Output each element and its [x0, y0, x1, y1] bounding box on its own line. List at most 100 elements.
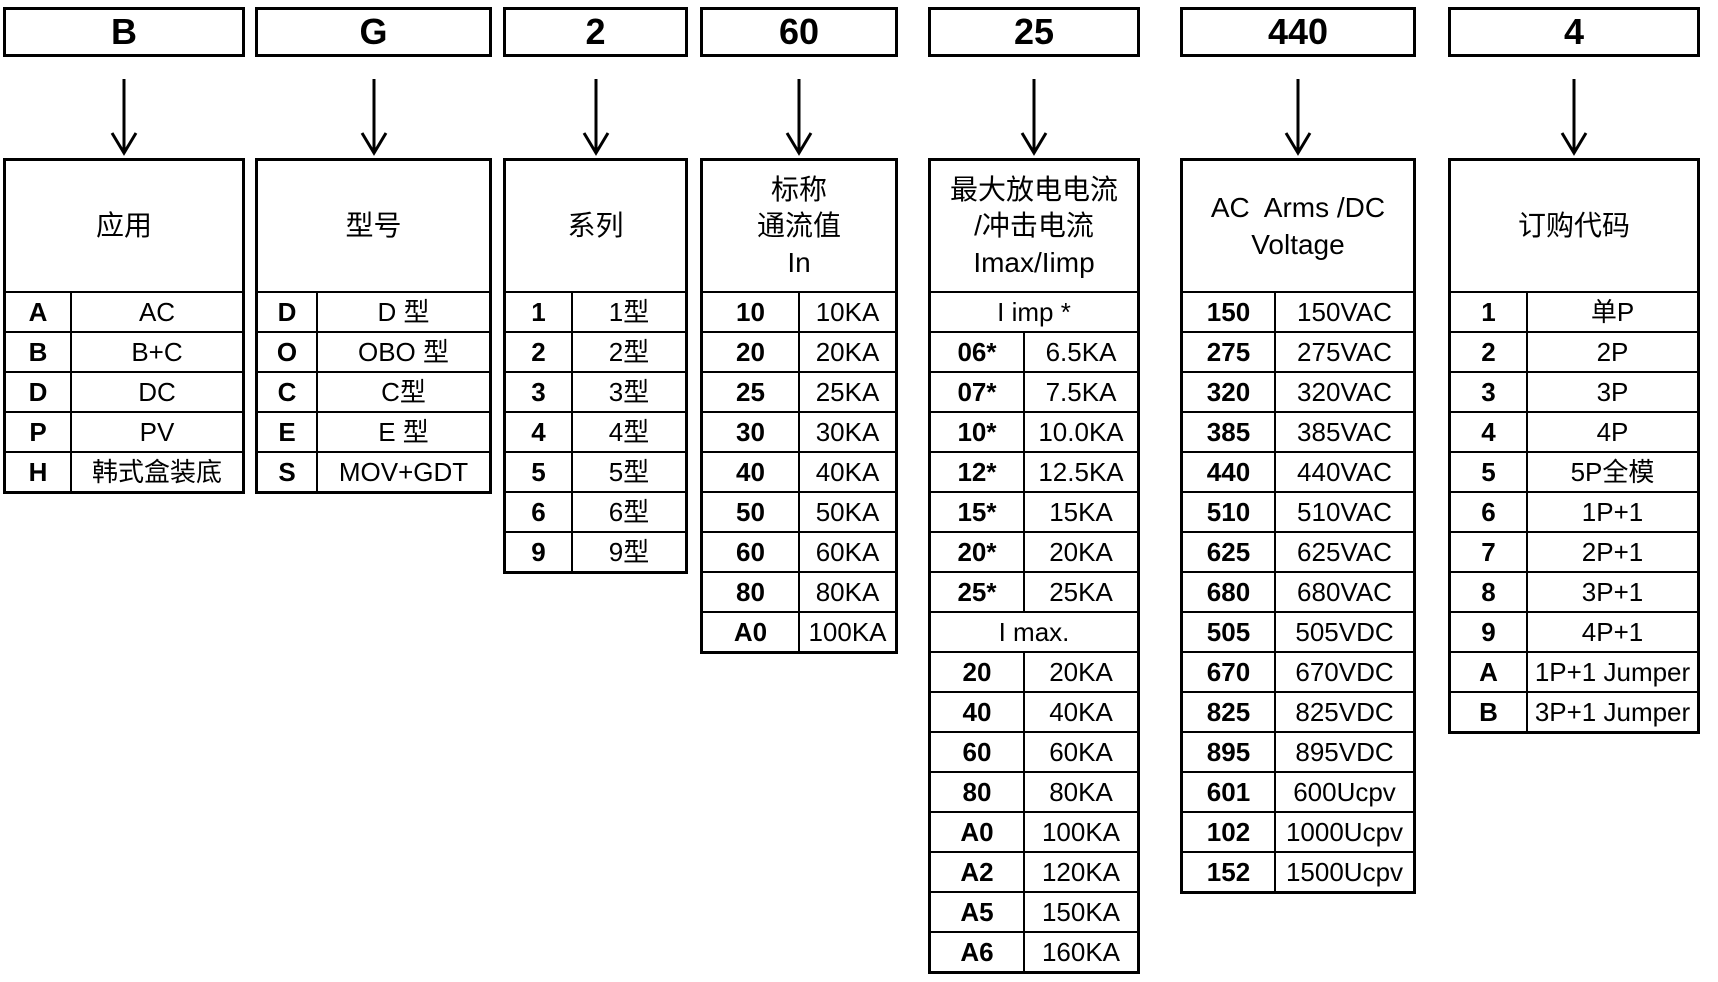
code-cell: 601 [1183, 773, 1276, 811]
code-cell: A2 [931, 853, 1025, 891]
value-cell: 2P+1 [1581, 537, 1644, 567]
code-cell: 20 [931, 653, 1025, 691]
table-row: 25* 25KA [931, 571, 1137, 611]
value-cell: 120KA [1041, 857, 1121, 887]
table-row: 3 3P [1451, 371, 1697, 411]
code-cell: 4 [506, 413, 573, 451]
table-row: 8 3P+1 [1451, 571, 1697, 611]
code-cell: 510 [1183, 493, 1276, 531]
voltage-code-box: 440 [1180, 7, 1416, 57]
code-cell: 40 [931, 693, 1025, 731]
code-box-value: 440 [1267, 11, 1329, 52]
table-row: 2 2P [1451, 331, 1697, 371]
value-cell: B+C [131, 337, 183, 367]
value-cell: PV [139, 417, 175, 447]
arrow-wrap [1016, 57, 1052, 158]
table-row: A 1P+1 Jumper [1451, 651, 1697, 691]
column-voltage: 440 AC Arms /DC Voltage 150 150VAC 275 275VA… [1180, 7, 1416, 894]
value-cell: 680VAC [1297, 577, 1392, 607]
code-cell: 25* [931, 573, 1025, 611]
value-cell: DC [138, 377, 176, 407]
code-cell: 9 [1451, 613, 1528, 651]
value-cell: 25KA [815, 377, 880, 407]
table-row: 6 6型 [506, 491, 685, 531]
code-cell: 60 [703, 533, 800, 571]
table-title-line: 订购代码 [1517, 210, 1630, 242]
table-title: AC Arms /DC Voltage [1183, 161, 1413, 291]
table-row: 80 80KA [703, 571, 895, 611]
arrow-wrap [1556, 57, 1592, 158]
code-cell: 15* [931, 493, 1025, 531]
code-cell: 50 [703, 493, 800, 531]
table-title-line: 标称 [770, 173, 827, 205]
value-cell: 510VAC [1297, 497, 1392, 527]
table-title-line: 型号 [345, 210, 402, 242]
down-arrow-icon [1020, 79, 1048, 156]
value-cell: 韩式盒装底 [91, 457, 222, 487]
value-cell: 1P+1 [1581, 497, 1644, 527]
table-row: 3 3型 [506, 371, 685, 411]
table-row: 9 4P+1 [1451, 611, 1697, 651]
code-cell: 2 [506, 333, 573, 371]
code-cell: A0 [703, 613, 800, 651]
value-cell: 4P+1 [1581, 617, 1644, 647]
value-cell: 12.5KA [1038, 457, 1124, 487]
value-cell: 80KA [815, 577, 880, 607]
value-cell: 4P [1596, 417, 1629, 447]
table-row: 505 505VDC [1183, 611, 1413, 651]
value-cell: 150KA [1041, 897, 1121, 927]
value-cell: 60KA [1049, 737, 1113, 767]
table-row: 06* 6.5KA [931, 331, 1137, 371]
code-box-value: 2 [585, 11, 606, 52]
table-row: 30 30KA [703, 411, 895, 451]
value-cell: 9型 [608, 537, 650, 567]
table-row: 152 1500Ucpv [1183, 851, 1413, 891]
value-cell: 440VAC [1297, 457, 1392, 487]
table-row: A0 100KA [931, 811, 1137, 851]
down-arrow-icon [1284, 79, 1312, 156]
table-row: 60 60KA [931, 731, 1137, 771]
code-cell: 505 [1183, 613, 1276, 651]
table-row: 40 40KA [703, 451, 895, 491]
value-cell: 40KA [1049, 697, 1113, 727]
value-cell: 4型 [608, 417, 650, 447]
table-row: 5 5P全模 [1451, 451, 1697, 491]
order-code-table: 订购代码 1 单P 2 2P 3 3P 4 4P 5 5P全模 6 1P+1 7 2P+1 8 3P+1 9 4P… [1448, 158, 1700, 734]
code-cell: 440 [1183, 453, 1276, 491]
table-row: 670 670VDC [1183, 651, 1413, 691]
code-cell: P [6, 413, 72, 451]
table-row: A AC [6, 291, 242, 331]
table-row: A6 160KA [931, 931, 1137, 971]
code-box-value: 25 [1013, 11, 1055, 52]
code-cell: A6 [931, 933, 1025, 971]
code-cell: 670 [1183, 653, 1276, 691]
table-row: 102 1000Ucpv [1183, 811, 1413, 851]
section-header-row: I imp * [931, 291, 1137, 331]
value-cell: 30KA [815, 417, 880, 447]
value-cell: 1000Ucpv [1285, 817, 1404, 847]
code-cell: 07* [931, 373, 1025, 411]
code-cell: 150 [1183, 293, 1276, 331]
application-code-box: B [3, 7, 245, 57]
arrow-wrap [356, 57, 392, 158]
table-title: 订购代码 [1451, 161, 1697, 291]
code-cell: 8 [1451, 573, 1528, 611]
value-cell: 6型 [608, 497, 650, 527]
section-header-label: I max. [998, 617, 1070, 647]
value-cell: 6.5KA [1045, 337, 1117, 367]
value-cell: 50KA [815, 497, 880, 527]
section-header-label: I imp * [997, 297, 1071, 327]
value-cell: 100KA [1041, 817, 1121, 847]
code-cell: 825 [1183, 693, 1276, 731]
value-cell: 10.0KA [1038, 417, 1124, 447]
code-cell: A0 [931, 813, 1025, 851]
code-cell: 20 [703, 333, 800, 371]
table-title-line: AC Arms /DC [1210, 192, 1386, 224]
table-row: 440 440VAC [1183, 451, 1413, 491]
code-cell: 275 [1183, 333, 1276, 371]
code-cell: 80 [931, 773, 1025, 811]
table-row: 1 1型 [506, 291, 685, 331]
code-cell: 3 [1451, 373, 1528, 411]
code-cell: A5 [931, 893, 1025, 931]
